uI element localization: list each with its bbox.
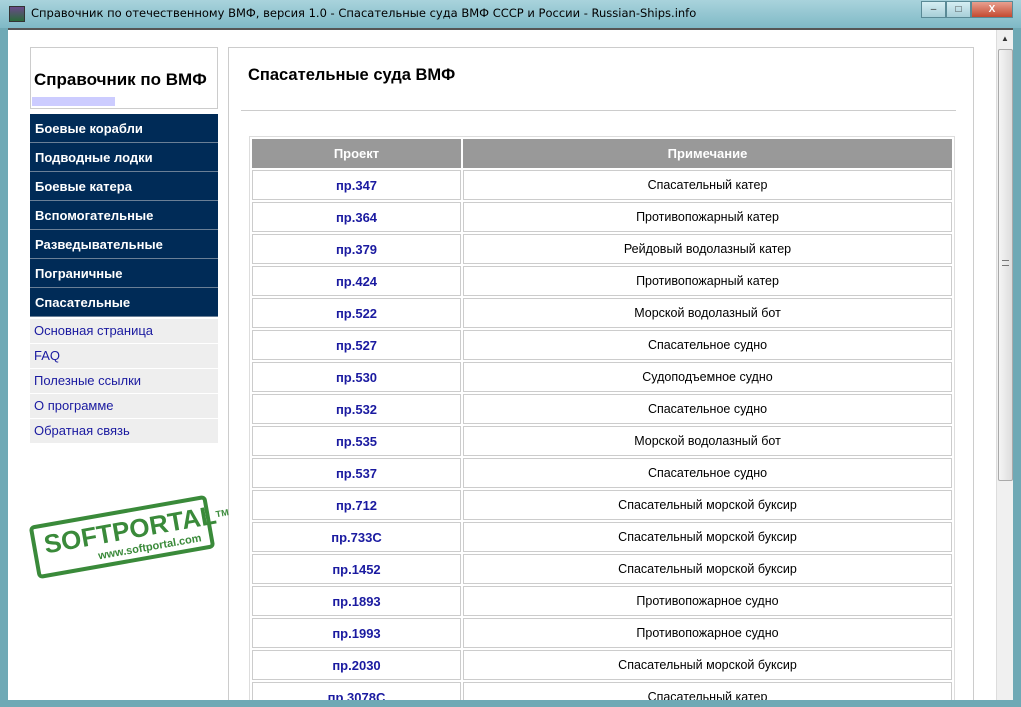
table-row: пр.535 Морской водолазный бот xyxy=(252,426,952,456)
browser-content: Справочник по ВМФ Боевые корабли Подводны… xyxy=(8,28,1013,700)
maximize-button[interactable]: □ xyxy=(946,1,971,18)
note-cell: Спасательное судно xyxy=(463,330,952,360)
close-button[interactable]: X xyxy=(971,1,1013,18)
page-title: Спасательные суда ВМФ xyxy=(248,66,456,84)
project-link[interactable]: пр.1993 xyxy=(252,618,461,648)
project-link[interactable]: пр.1893 xyxy=(252,586,461,616)
sidebar-link[interactable]: Основная страница xyxy=(30,319,218,344)
watermark-text: SOFTPORTAL xyxy=(41,499,219,560)
project-link[interactable]: пр.530 xyxy=(252,362,461,392)
note-cell: Морской водолазный бот xyxy=(463,298,952,328)
scroll-up-arrow-icon[interactable]: ▲ xyxy=(1001,34,1009,43)
sidebar-link[interactable]: О программе xyxy=(30,394,218,419)
note-cell: Спасательный катер xyxy=(463,170,952,200)
app-icon xyxy=(9,6,25,22)
table-row: пр.537 Спасательное судно xyxy=(252,458,952,488)
table-row: пр.530 Судоподъемное судно xyxy=(252,362,952,392)
note-cell: Спасательное судно xyxy=(463,394,952,424)
table-row: пр.522 Морской водолазный бот xyxy=(252,298,952,328)
note-cell: Противопожарный катер xyxy=(463,266,952,296)
header-note: Примечание xyxy=(463,139,952,168)
minimize-button[interactable]: – xyxy=(921,1,946,18)
logo-title: Справочник по ВМФ xyxy=(34,70,207,89)
table-row: пр.532 Спасательное судно xyxy=(252,394,952,424)
note-cell: Судоподъемное судно xyxy=(463,362,952,392)
project-link[interactable]: пр.712 xyxy=(252,490,461,520)
nav-item[interactable]: Боевые катера xyxy=(30,172,218,201)
sidebar: Справочник по ВМФ Боевые корабли Подводны… xyxy=(30,47,218,444)
table-row: пр.1452 Спасательный морской буксир xyxy=(252,554,952,584)
watermark-url: www.softportal.com xyxy=(97,532,203,563)
note-cell: Спасательный морской буксир xyxy=(463,490,952,520)
table-row: пр.712 Спасательный морской буксир xyxy=(252,490,952,520)
sidebar-link[interactable]: Полезные ссылки xyxy=(30,369,218,394)
project-link[interactable]: пр.3078С xyxy=(252,682,461,700)
table-row: пр.1893 Противопожарное судно xyxy=(252,586,952,616)
table-row: пр.364 Противопожарный катер xyxy=(252,202,952,232)
nav-item[interactable]: Спасательные xyxy=(30,288,218,317)
note-cell: Спасательное судно xyxy=(463,458,952,488)
project-link[interactable]: пр.424 xyxy=(252,266,461,296)
table-row: пр.347 Спасательный катер xyxy=(252,170,952,200)
sidebar-link[interactable]: Обратная связь xyxy=(30,419,218,444)
nav-item[interactable]: Вспомогательные xyxy=(30,201,218,230)
table-row: пр.3078С Спасательный катер xyxy=(252,682,952,700)
scroll-thumb[interactable] xyxy=(998,49,1013,481)
nav-item[interactable]: Разведывательные xyxy=(30,230,218,259)
category-nav: Боевые корабли Подводные лодки Боевые кате… xyxy=(30,114,218,317)
project-link[interactable]: пр.1452 xyxy=(252,554,461,584)
project-link[interactable]: пр.364 xyxy=(252,202,461,232)
table-row: пр.2030 Спасательный морской буксир xyxy=(252,650,952,680)
note-cell: Спасательный морской буксир xyxy=(463,522,952,552)
note-cell: Спасательный катер xyxy=(463,682,952,700)
nav-item[interactable]: Подводные лодки xyxy=(30,143,218,172)
note-cell: Противопожарный катер xyxy=(463,202,952,232)
logo: Справочник по ВМФ xyxy=(30,47,218,109)
table-row: пр.379 Рейдовый водолазный катер xyxy=(252,234,952,264)
project-link[interactable]: пр.537 xyxy=(252,458,461,488)
project-link[interactable]: пр.379 xyxy=(252,234,461,264)
project-link[interactable]: пр.532 xyxy=(252,394,461,424)
vertical-scrollbar[interactable]: ▲ xyxy=(996,30,1013,700)
project-link[interactable]: пр.733С xyxy=(252,522,461,552)
logo-bar xyxy=(32,97,115,106)
window-title: Справочник по отечественному ВМФ, версия… xyxy=(31,6,697,20)
table-row: пр.733С Спасательный морской буксир xyxy=(252,522,952,552)
link-list: Основная страница FAQ Полезные ссылки О про… xyxy=(30,319,218,444)
nav-item[interactable]: Пограничные xyxy=(30,259,218,288)
note-cell: Спасательный морской буксир xyxy=(463,554,952,584)
project-link[interactable]: пр.522 xyxy=(252,298,461,328)
table-row: пр.1993 Противопожарное судно xyxy=(252,618,952,648)
project-link[interactable]: пр.527 xyxy=(252,330,461,360)
header-project: Проект xyxy=(252,139,461,168)
project-link[interactable]: пр.347 xyxy=(252,170,461,200)
note-cell: Рейдовый водолазный катер xyxy=(463,234,952,264)
softportal-watermark: SOFTPORTALTM www.softportal.com xyxy=(28,494,229,580)
note-cell: Спасательный морской буксир xyxy=(463,650,952,680)
nav-item[interactable]: Боевые корабли xyxy=(30,114,218,143)
note-cell: Противопожарное судно xyxy=(463,618,952,648)
note-cell: Противопожарное судно xyxy=(463,586,952,616)
note-cell: Морской водолазный бот xyxy=(463,426,952,456)
sidebar-link[interactable]: FAQ xyxy=(30,344,218,369)
main-content: Спасательные суда ВМФ Проект Примечание … xyxy=(228,47,974,700)
table-row: пр.424 Противопожарный катер xyxy=(252,266,952,296)
projects-table: Проект Примечание пр.347 Спасательный кат… xyxy=(249,136,955,700)
project-link[interactable]: пр.2030 xyxy=(252,650,461,680)
project-link[interactable]: пр.535 xyxy=(252,426,461,456)
table-row: пр.527 Спасательное судно xyxy=(252,330,952,360)
divider xyxy=(241,110,956,111)
title-bar: Справочник по отечественному ВМФ, версия… xyxy=(0,0,1021,28)
